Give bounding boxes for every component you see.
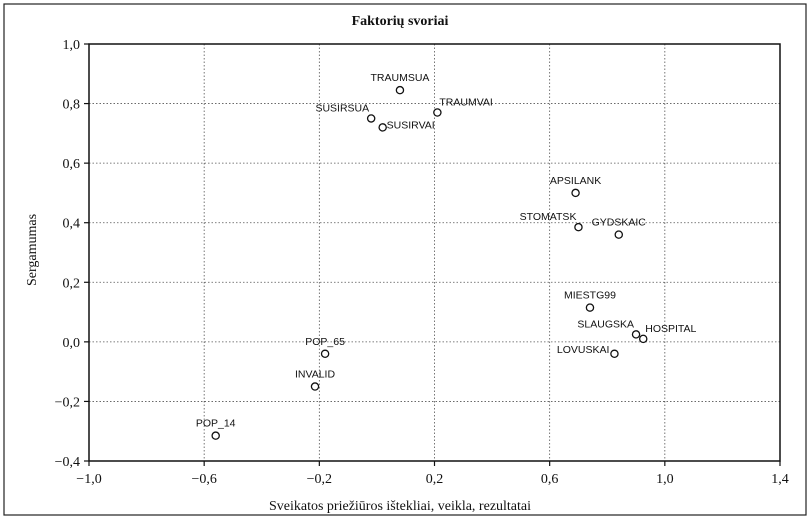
y-tick-label: 0,8	[63, 98, 81, 113]
point-label: SUSIRVAI	[387, 119, 435, 131]
y-tick-label: −0,2	[55, 395, 80, 410]
x-tick-label: −0,6	[191, 472, 216, 487]
x-axis-label: Sveikatos priežiūros ištekliai, veikla, …	[269, 499, 531, 514]
figure-frame	[3, 3, 807, 516]
point-label: SLAUGSKA	[577, 318, 634, 330]
y-tick-label: 0,0	[63, 336, 81, 351]
x-tick-label: 0,6	[541, 472, 559, 487]
point-label: SUSIRSUA	[315, 102, 369, 114]
point-label: APSILANK	[550, 175, 601, 187]
grid	[89, 44, 780, 461]
y-tick-label: 1,0	[63, 38, 81, 53]
point-label: TRAUMSUA	[370, 72, 429, 84]
data-point	[631, 330, 641, 339]
point-label: LOVUSKAI	[557, 344, 610, 356]
y-tick-label: 0,6	[63, 157, 81, 172]
data-point	[638, 334, 648, 344]
chart-title: Faktorių svoriai	[352, 14, 449, 29]
point-label: MIESTG99	[564, 290, 616, 302]
data-point	[310, 382, 320, 391]
data-point	[585, 303, 595, 312]
data-point	[320, 349, 330, 359]
data-point	[571, 188, 580, 198]
data-point	[378, 123, 387, 132]
data-point	[211, 431, 220, 440]
point-label: INVALID	[295, 369, 335, 381]
x-tick-label: 1,4	[771, 472, 789, 487]
point-label: POP_14	[196, 418, 236, 430]
point-label: GYDSKAIC	[592, 217, 647, 229]
data-point	[395, 85, 405, 95]
y-tick-label: 0,4	[63, 217, 81, 232]
data-points: TRAUMSUA TRAUMVAI SUSIRSUA SUSIRVAI APSILANK…	[196, 72, 697, 440]
point-label: POP_65	[305, 336, 345, 348]
data-point	[366, 114, 376, 123]
point-label: STOMATSK	[520, 211, 577, 223]
data-point	[614, 230, 624, 239]
x-tick-label: −0,2	[307, 472, 332, 487]
x-tick-label: 0,2	[426, 472, 444, 487]
y-tick-label: −0,4	[55, 455, 80, 470]
ticks: −1,0 −0,6 −0,2 0,2 0,6 1,0 1,4 1,0 0,8 0,6 0,4 0,2 0…	[55, 38, 789, 487]
data-point	[610, 349, 619, 359]
point-label: HOSPITAL	[645, 323, 696, 335]
point-label: TRAUMVAI	[439, 97, 492, 109]
y-axis-label: Sergamumas	[25, 214, 40, 286]
x-tick-label: 1,0	[656, 472, 674, 487]
data-point	[433, 108, 442, 117]
x-tick-label: −1,0	[76, 472, 101, 487]
y-tick-label: 0,2	[63, 276, 81, 291]
data-point	[574, 222, 583, 232]
